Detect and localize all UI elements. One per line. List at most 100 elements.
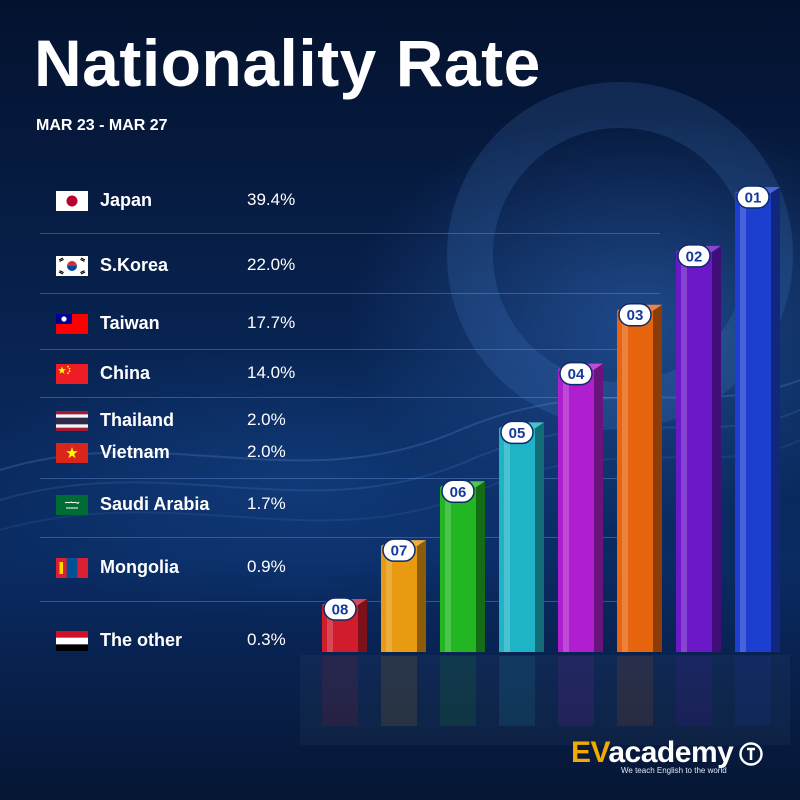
bar-reflection xyxy=(499,656,535,726)
taiwan-flag-icon xyxy=(56,314,88,334)
legend-row-japan: Japan 39.4% xyxy=(0,188,310,212)
row-divider xyxy=(40,537,660,538)
country-name: S.Korea xyxy=(100,255,169,275)
bar-side xyxy=(358,599,367,652)
country-percentage: 1.7% xyxy=(247,494,286,513)
country-percentage: 0.9% xyxy=(247,557,286,576)
country-name: Saudi Arabia xyxy=(100,494,210,514)
bar-reflection xyxy=(676,656,712,726)
saudi-arabia-flag-icon xyxy=(56,495,88,515)
row-divider xyxy=(40,293,660,294)
bar-highlight xyxy=(386,546,392,652)
logo-tagline: We teach English to the world xyxy=(621,766,727,775)
ev-academy-logo: EVacademy We teach English to the world xyxy=(571,738,771,780)
bar-reflection xyxy=(440,656,476,726)
country-percentage: 0.3% xyxy=(247,630,286,649)
legend-row-vietnam: Vietnam 2.0% xyxy=(0,440,310,464)
bar-04: 04 xyxy=(558,361,603,726)
country-percentage: 2.0% xyxy=(247,410,286,429)
country-percentage: 17.7% xyxy=(247,313,296,332)
rank-label: 06 xyxy=(450,484,467,501)
bar-03: 03 xyxy=(617,302,662,726)
bar-side xyxy=(535,422,544,652)
logo-academy: academy xyxy=(608,736,734,769)
ev-academy-logo-icon xyxy=(739,742,763,766)
logo-ev: EV xyxy=(571,736,609,769)
bar-reflection xyxy=(735,656,771,726)
bar-side xyxy=(417,540,426,652)
bar-reflection xyxy=(617,656,653,726)
country-name: Thailand xyxy=(100,410,175,430)
legend-row-s-korea: S.Korea 22.0% xyxy=(0,253,310,277)
bar-side xyxy=(653,304,662,652)
country-name: Mongolia xyxy=(100,557,179,577)
country-percentage: 39.4% xyxy=(247,190,296,209)
thailand-flag-icon xyxy=(56,411,88,431)
rank-label: 02 xyxy=(686,248,703,265)
bar-highlight xyxy=(327,605,333,652)
rank-badge xyxy=(323,597,357,621)
mongolia-flag-icon xyxy=(56,558,88,578)
rank-badge xyxy=(677,244,711,268)
rank-label: 07 xyxy=(391,543,408,560)
rank-badge xyxy=(736,185,770,209)
country-name: The other xyxy=(100,630,183,650)
bar-side xyxy=(712,245,721,652)
japan-flag-icon xyxy=(56,191,88,211)
country-name: Taiwan xyxy=(100,313,160,333)
rank-badge xyxy=(618,302,652,327)
bar-side xyxy=(594,363,603,652)
china-flag-icon xyxy=(56,364,88,384)
bar-06: 06 xyxy=(440,479,485,726)
bar-highlight xyxy=(563,369,569,652)
bar-08: 08 xyxy=(322,597,367,726)
bar-highlight xyxy=(445,487,451,652)
row-divider xyxy=(40,349,660,350)
legend-row-mongolia: Mongolia 0.9% xyxy=(0,555,310,579)
rank-badge xyxy=(500,420,534,445)
bar-reflection xyxy=(558,656,594,726)
legend-row-the-other: The other 0.3% xyxy=(0,628,310,652)
legend-row-thailand: Thailand 2.0% xyxy=(0,408,310,432)
bar-side xyxy=(771,187,780,652)
vietnam-flag-icon xyxy=(56,443,88,463)
bar-side xyxy=(476,481,485,652)
bar-highlight xyxy=(740,193,746,652)
bar-05: 05 xyxy=(499,420,544,726)
legend-row-china: China 14.0% xyxy=(0,361,310,385)
country-percentage: 14.0% xyxy=(247,363,296,382)
row-divider xyxy=(40,397,660,398)
row-divider xyxy=(40,233,660,234)
rank-badge xyxy=(382,538,416,562)
bar-02: 02 xyxy=(676,244,721,726)
country-percentage: 22.0% xyxy=(247,255,296,274)
bar-reflection xyxy=(322,656,358,726)
bar-highlight xyxy=(622,310,628,652)
bar-reflection xyxy=(381,656,417,726)
country-name: Japan xyxy=(100,190,153,210)
legend-row-taiwan: Taiwan 17.7% xyxy=(0,311,310,335)
legend-row-saudi-arabia: Saudi Arabia 1.7% xyxy=(0,492,310,516)
country-percentage: 2.0% xyxy=(247,442,286,461)
date-range: MAR 23 - MAR 27 xyxy=(36,117,168,134)
rank-label: 04 xyxy=(568,366,585,383)
country-name: China xyxy=(100,363,151,383)
rank-label: 05 xyxy=(509,425,526,442)
rank-label: 01 xyxy=(745,190,762,207)
rank-label: 03 xyxy=(627,307,644,324)
bar-07: 07 xyxy=(381,538,426,726)
rank-badge xyxy=(441,479,475,504)
page-title: Nationality Rate xyxy=(34,26,541,100)
bar-highlight xyxy=(504,428,510,652)
country-name: Vietnam xyxy=(100,442,170,462)
row-divider xyxy=(40,478,660,479)
logo-wordmark: EVacademy xyxy=(571,736,734,769)
bar-01: 01 xyxy=(735,185,780,726)
rank-label: 08 xyxy=(332,602,349,619)
yemen-flag-icon xyxy=(56,631,88,651)
rank-badge xyxy=(559,361,593,386)
south-korea-flag-icon xyxy=(56,256,88,276)
bar-highlight xyxy=(681,251,687,652)
